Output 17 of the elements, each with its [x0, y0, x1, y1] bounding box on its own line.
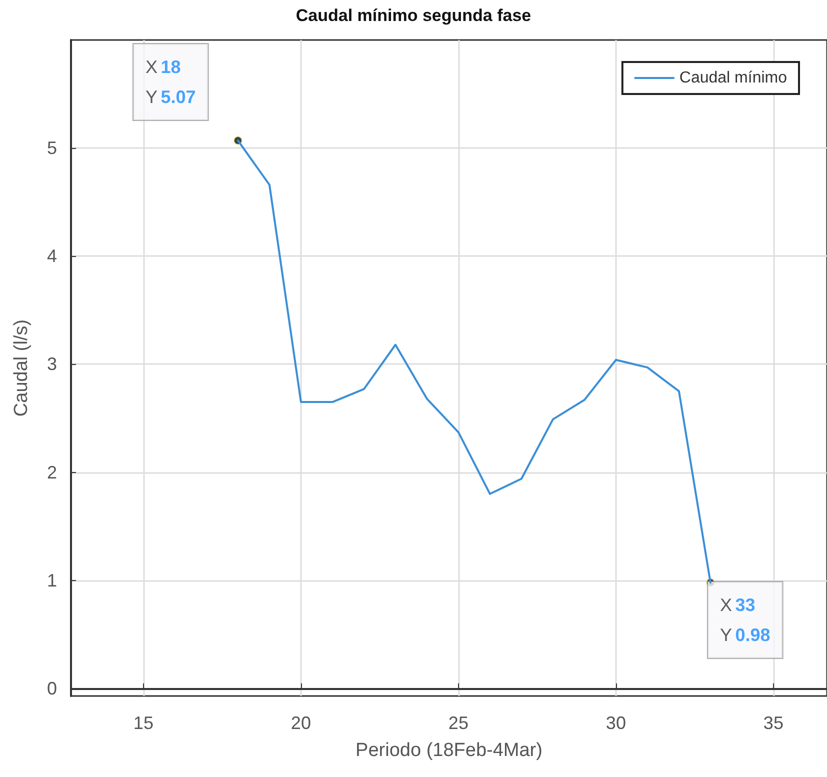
y-tick-label: 0	[46, 678, 57, 698]
x-tick-label: 20	[290, 713, 311, 733]
y-tick-label: 2	[46, 462, 57, 482]
y-tick-label: 4	[46, 246, 57, 266]
chart-title: Caudal mínimo segunda fase	[296, 6, 532, 25]
y-tick-label: 1	[46, 570, 57, 590]
y-tick-label: 3	[46, 354, 57, 374]
annotation: X 33 Y 0.98	[720, 595, 770, 646]
x-tick-label: 25	[448, 713, 468, 733]
y-axis-title: Caudal (l/s)	[11, 319, 32, 417]
annotation: X 18 Y 5.07	[145, 57, 196, 108]
x-tick-label: 30	[606, 713, 626, 733]
x-tick-label: 15	[133, 713, 154, 733]
x-axis-title: Periodo (18Feb-4Mar)	[356, 740, 542, 761]
y-tick-label: 5	[46, 138, 57, 158]
legend-label: Caudal mínimo	[679, 70, 788, 86]
x-tick-label: 35	[763, 713, 784, 733]
